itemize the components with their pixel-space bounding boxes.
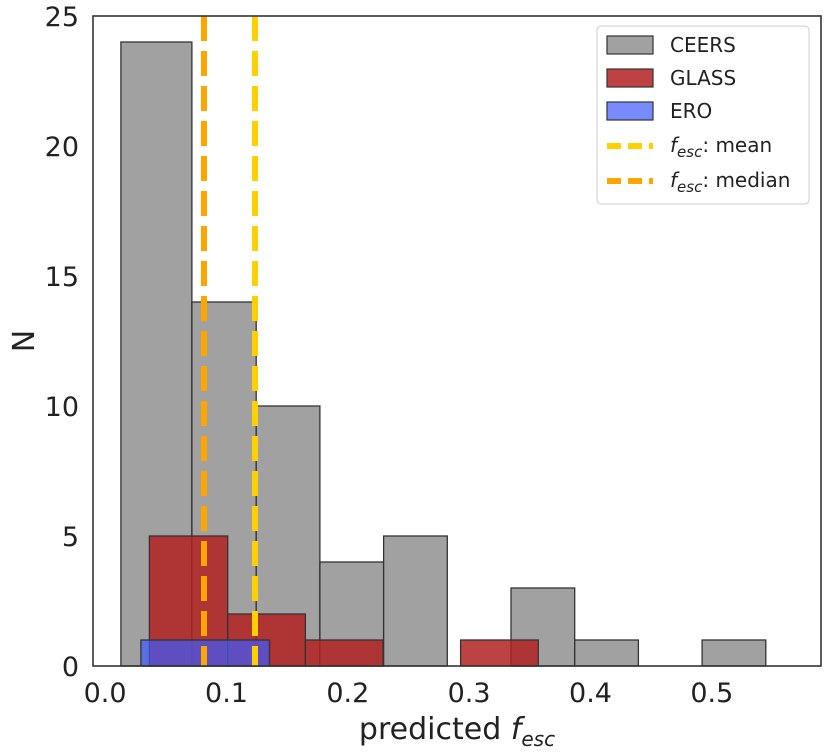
y-tick-label: 5: [62, 522, 79, 553]
y-tick-label: 20: [45, 132, 79, 163]
y-tick-label: 0: [62, 652, 79, 683]
x-tick-label: 0.2: [326, 678, 369, 709]
x-axis-label-subscript: esc: [521, 727, 555, 751]
x-tick-label: 0.0: [84, 678, 127, 709]
legend-label-median: fesc: median: [670, 168, 790, 196]
legend-label-mean: fesc: mean: [670, 133, 772, 161]
legend-median-symbol: f: [670, 168, 680, 192]
bar-ceers-7: [574, 639, 640, 667]
bar-ceers-4: [382, 535, 448, 667]
plot-frame: [92, 15, 822, 667]
legend-mean-subscript: esc: [677, 143, 703, 161]
x-axis-label-text: predicted: [359, 712, 501, 747]
x-tick-label: 0.5: [690, 678, 733, 709]
x-axis-label: predicted fesc: [359, 712, 555, 751]
legend-label-glass: GLASS: [670, 66, 736, 90]
y-tick-label: 15: [45, 262, 79, 293]
legend-mean-symbol: f: [670, 133, 680, 157]
legend-mean-text: : mean: [702, 133, 772, 157]
x-axis-ticks: 0.0 0.1 0.2 0.3 0.4 0.5: [84, 678, 734, 709]
y-tick-label: 10: [45, 392, 79, 423]
histogram-bars: [120, 41, 767, 667]
x-tick-label: 0.3: [448, 678, 491, 709]
bar-ceers-9: [701, 639, 767, 667]
legend-median-subscript: esc: [677, 178, 703, 196]
y-axis-ticks: 0 5 10 15 20 25: [45, 2, 79, 683]
legend-swatch-ero: [606, 101, 654, 121]
bar-glass-2: [304, 639, 384, 667]
legend-label-ceers: CEERS: [670, 33, 736, 57]
legend-median-text: : median: [702, 168, 790, 192]
legend-swatch-ceers: [606, 35, 654, 55]
y-tick-label: 25: [45, 2, 79, 33]
x-tick-label: 0.1: [205, 678, 248, 709]
y-axis-label: N: [7, 330, 42, 352]
legend-label-ero: ERO: [670, 99, 712, 123]
x-tick-label: 0.4: [569, 678, 612, 709]
legend: CEERS GLASS ERO fesc: mean fesc: median: [596, 25, 810, 205]
legend-swatch-glass: [606, 68, 654, 88]
bar-glass-3: [459, 639, 539, 667]
reference-lines: [201, 16, 258, 666]
